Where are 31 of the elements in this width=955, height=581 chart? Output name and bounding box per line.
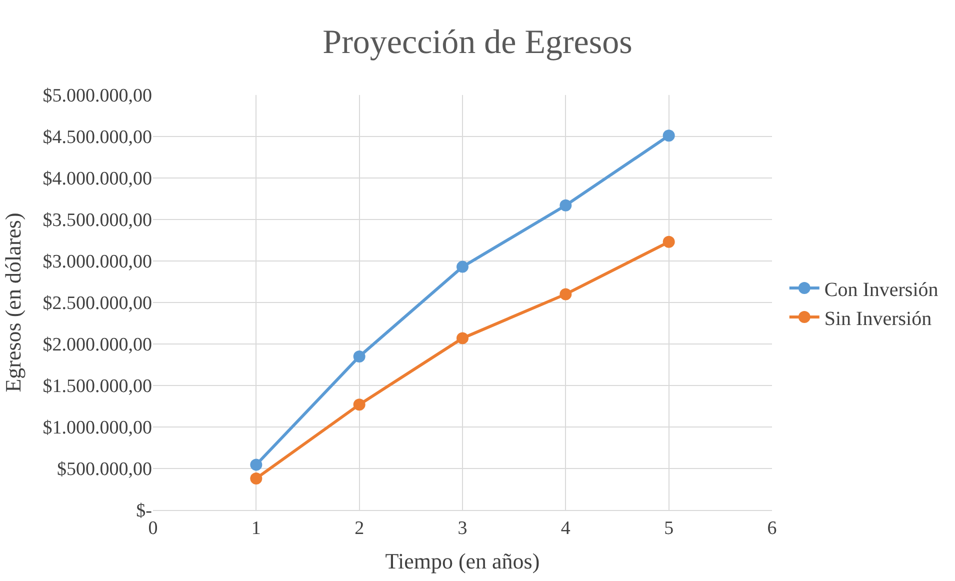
y-tick-label: $2.000.000,00 [42, 334, 152, 356]
point [353, 398, 366, 411]
point [560, 288, 572, 300]
y-tick-label: $4.500.000,00 [42, 127, 152, 148]
point [456, 260, 468, 273]
y-tick-label: $1.500.000,00 [42, 376, 152, 398]
point [456, 332, 468, 344]
y-tick-label: $3.500.000,00 [42, 210, 152, 232]
point [250, 458, 262, 471]
y-tick-label: $500.000,00 [57, 459, 152, 480]
y-tick-label: $3.000.000,00 [42, 252, 152, 273]
y-tick-label: $4.000.000,00 [42, 168, 152, 190]
x-tick-label: 4 [560, 518, 571, 539]
point [662, 236, 675, 248]
x-axis-title: Tiempo (en años) [385, 548, 540, 574]
x-tick-label: 3 [458, 518, 468, 539]
chart-title: Proyección de Egresos [322, 24, 632, 61]
x-tick-label: 1 [251, 518, 261, 539]
y-tick-label: $5.000.000,00 [42, 86, 152, 107]
y-axis-title: Egresos (en dólares) [0, 212, 26, 392]
x-tick-label: 2 [354, 518, 364, 539]
y-tick-label: $1.000.000,00 [42, 418, 152, 439]
point [250, 472, 262, 484]
x-tick-label: 6 [767, 518, 777, 539]
point [560, 199, 572, 212]
x-tick-label: 5 [664, 518, 674, 539]
point [662, 130, 675, 142]
y-tick-label: $2.500.000,00 [42, 293, 152, 314]
legend-label: Con Inversión [824, 278, 938, 301]
legend-label: Sin Inversión [824, 308, 932, 330]
point [353, 350, 366, 362]
